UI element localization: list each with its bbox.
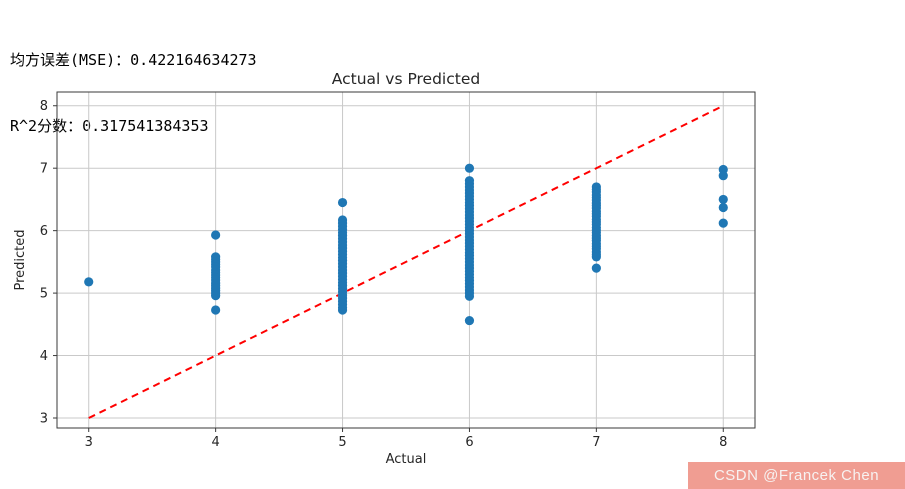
y-gridlines (57, 105, 755, 419)
r2-label: R^2分数： (10, 117, 83, 135)
x-tick-label: 8 (719, 435, 727, 450)
y-tick-label: 7 (40, 162, 48, 177)
scatter-point (591, 263, 601, 273)
y-tick-label: 8 (40, 99, 48, 114)
scatter-point (718, 218, 728, 228)
scatter-point (464, 163, 475, 173)
stats-block: 均方误差(MSE)：0.422164634273 R^2分数：0.3175413… (10, 5, 257, 159)
watermark: CSDN @Francek Chen (688, 462, 905, 489)
x-tick-label: 6 (465, 435, 473, 450)
scatter-point (211, 230, 221, 240)
y-tick-label: 6 (40, 224, 48, 239)
scatter-point (718, 171, 728, 181)
x-gridlines (88, 92, 724, 428)
chart-title: Actual vs Predicted (332, 70, 480, 88)
y-tick-label: 5 (40, 287, 48, 302)
plot-border (56, 91, 756, 429)
r2-value: 0.317541384353 (82, 117, 209, 135)
scatter-point (211, 305, 221, 315)
x-tick-label: 7 (592, 435, 600, 450)
axis-ticks (53, 105, 724, 432)
scatter-point (84, 277, 94, 287)
scatter-point (464, 291, 475, 301)
scatter-point (718, 202, 728, 213)
scatter-point (591, 252, 601, 262)
watermark-text: CSDN @Francek Chen (713, 467, 880, 484)
x-axis-label: Actual (386, 452, 427, 467)
scatter-point (464, 315, 475, 326)
x-tick-label: 4 (211, 435, 219, 450)
mse-label: 均方误差(MSE)： (10, 51, 131, 69)
scatter-point (211, 290, 221, 301)
scatter-point (718, 194, 728, 205)
mse-line: 均方误差(MSE)：0.422164634273 (10, 49, 257, 71)
r2-line: R^2分数：0.317541384353 (10, 115, 257, 137)
identity-line (88, 104, 724, 419)
y-axis-label: Predicted (13, 229, 28, 290)
scatter-point (337, 197, 348, 208)
scatter-points (84, 163, 728, 326)
scatter-point (337, 305, 348, 315)
x-tick-label: 3 (85, 435, 93, 450)
mse-value: 0.422164634273 (130, 51, 257, 69)
y-tick-label: 3 (40, 412, 48, 427)
y-tick-label: 4 (40, 349, 48, 364)
x-tick-label: 5 (338, 435, 346, 450)
